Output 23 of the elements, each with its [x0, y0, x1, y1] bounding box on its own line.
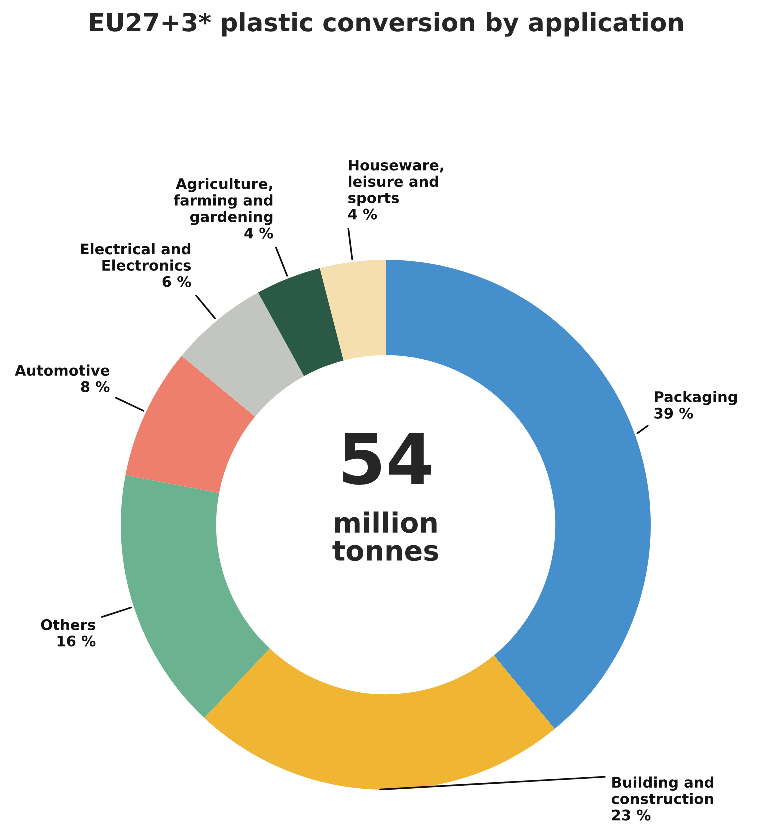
donut-slice [121, 475, 270, 718]
slice-label: Automotive [15, 364, 110, 376]
chart-title: EU27+3* plastic conversion by application [90, 12, 684, 37]
slice-label: Others [41, 619, 96, 630]
text: million tonnes [332, 512, 438, 562]
data-label: 16 % [58, 636, 96, 647]
slice-label: Electrical and Electronics [81, 243, 192, 272]
donut-slice [258, 268, 344, 376]
slice-label: Building and construction [612, 776, 714, 804]
data-label: 8 % [81, 381, 110, 392]
slice-label: Packaging [655, 391, 738, 406]
data-label: 4 % [244, 228, 274, 239]
slice-label: Agriculture, farming and gardening [174, 178, 273, 226]
donut-slice [204, 648, 555, 790]
data-label: 4 % [348, 208, 378, 220]
data-label: 39 % [654, 408, 694, 419]
donut-slice [126, 356, 256, 494]
data-label: 23 % [612, 810, 651, 821]
slice-label: Houseware, leisure and sports [348, 160, 444, 206]
donut-slice [320, 260, 386, 361]
data-label: 6 % [162, 276, 192, 288]
donut-slice [182, 292, 304, 417]
text: 54 [343, 433, 432, 486]
